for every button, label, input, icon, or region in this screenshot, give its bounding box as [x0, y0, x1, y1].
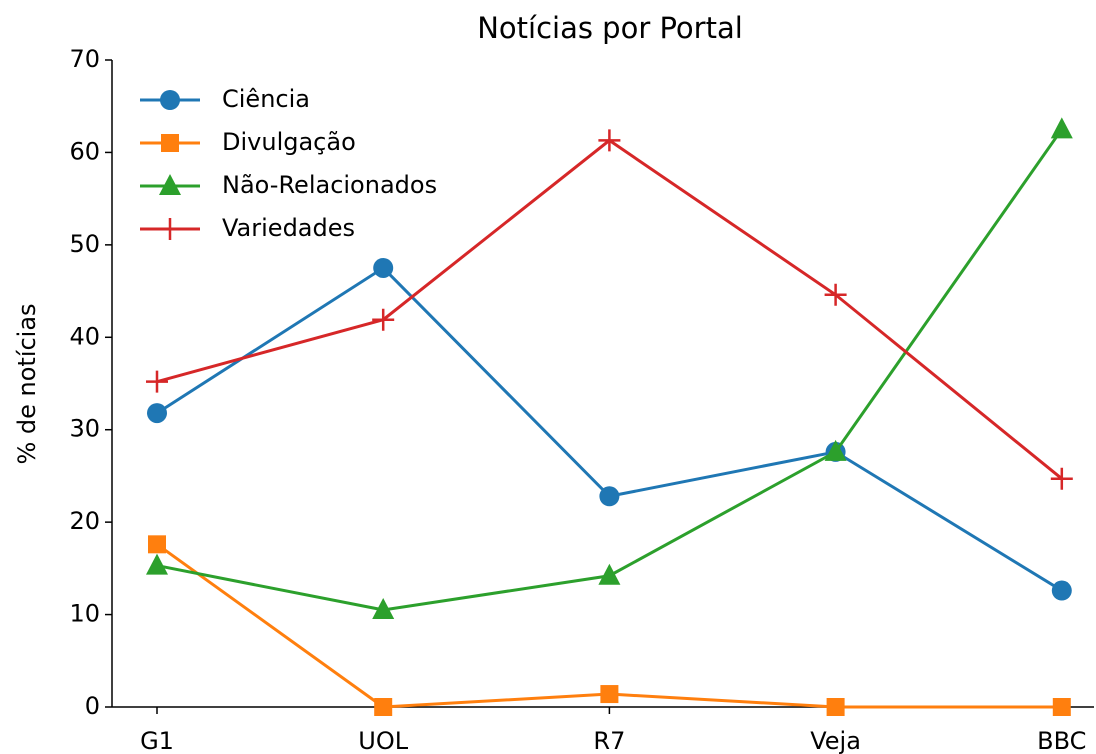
- marker: [1050, 117, 1073, 139]
- marker: [598, 129, 621, 152]
- y-tick-label: 10: [69, 600, 100, 628]
- y-tick-label: 70: [69, 45, 100, 73]
- marker: [598, 563, 621, 585]
- y-axis-label: % de notícias: [13, 303, 41, 464]
- marker: [374, 698, 393, 716]
- x-tick-label: UOL: [358, 727, 408, 754]
- x-tick-label: Veja: [810, 727, 861, 754]
- y-tick-label: 0: [85, 692, 100, 720]
- y-tick-label: 60: [69, 137, 100, 165]
- marker: [1050, 467, 1073, 490]
- marker: [373, 257, 394, 278]
- marker: [826, 698, 845, 716]
- marker: [600, 685, 619, 704]
- legend-label: Divulgação: [222, 128, 356, 156]
- y-tick-label: 40: [69, 322, 100, 350]
- marker: [147, 403, 167, 424]
- x-tick-label: G1: [140, 727, 174, 754]
- marker: [160, 90, 180, 110]
- marker: [159, 174, 181, 195]
- line: [156, 266, 1063, 592]
- y-tick-label: 30: [69, 415, 100, 443]
- marker: [372, 597, 395, 619]
- marker: [161, 134, 179, 152]
- marker: [148, 535, 166, 554]
- marker: [159, 218, 181, 240]
- y-tick-label: 50: [69, 230, 100, 258]
- legend-label: Não-Relacionados: [222, 171, 437, 199]
- legend-label: Ciência: [222, 85, 310, 113]
- marker: [1051, 580, 1072, 601]
- marker: [146, 370, 168, 393]
- marker: [824, 283, 847, 306]
- legend-label: Variedades: [222, 214, 355, 242]
- y-tick-label: 20: [69, 507, 100, 535]
- chart-title: Notícias por Portal: [477, 11, 743, 45]
- marker: [372, 308, 395, 331]
- marker: [146, 553, 168, 575]
- marker: [824, 439, 847, 461]
- x-tick-label: BBC: [1037, 727, 1086, 754]
- marker: [1052, 698, 1071, 716]
- x-tick-label: R7: [593, 727, 625, 754]
- marker: [599, 486, 620, 507]
